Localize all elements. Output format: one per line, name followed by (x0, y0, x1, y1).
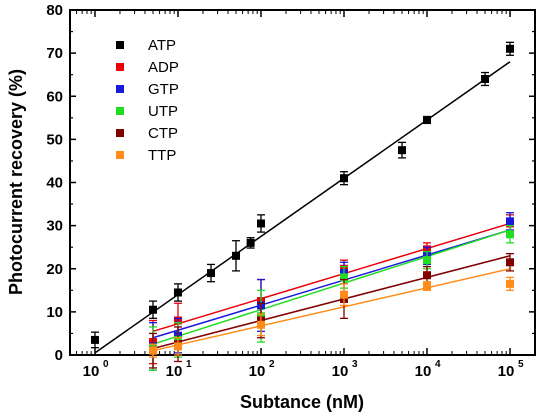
x-tick-exponent: 1 (186, 359, 192, 370)
y-axis-title: Photocurrent recovery (%) (6, 69, 26, 295)
data-point-atp (173, 288, 182, 297)
fit-line-adp (152, 222, 511, 332)
x-tick-exponent: 0 (103, 359, 109, 370)
x-tick-label: 10 (166, 363, 183, 380)
data-point-atp (423, 115, 432, 124)
x-tick-label: 10 (332, 363, 349, 380)
data-point-utp (423, 256, 432, 265)
data-point-ttp (173, 342, 182, 351)
x-tick-exponent: 3 (352, 359, 358, 370)
data-point-ttp (423, 282, 432, 290)
fit-line-gtp (152, 229, 511, 339)
data-point-ttp (340, 290, 349, 299)
data-point-atp (207, 269, 216, 278)
y-tick-label: 80 (46, 2, 63, 19)
data-point-gtp (506, 217, 515, 226)
fit-line-utp (152, 229, 511, 345)
x-axis-title: Subtance (nM) (240, 392, 364, 412)
data-point-atp (232, 251, 241, 260)
data-point-ttp (149, 346, 158, 355)
data-point-atp (246, 238, 255, 247)
fit-line-atp (94, 61, 511, 354)
x-tick-label: 10 (83, 363, 100, 380)
y-tick-label: 20 (46, 261, 63, 278)
y-tick-label: 70 (46, 45, 63, 62)
legend-marker-gtp (116, 85, 124, 93)
x-tick-label: 10 (498, 363, 515, 380)
legend-label-ttp: TTP (148, 147, 176, 164)
legend-marker-ttp (116, 151, 124, 159)
y-tick-label: 60 (46, 88, 63, 105)
data-point-atp (256, 219, 265, 228)
data-point-ttp (506, 279, 515, 288)
legend-marker-utp (116, 107, 124, 115)
legend-label-utp: UTP (148, 103, 178, 120)
data-point-utp (506, 230, 515, 239)
data-point-atp (481, 75, 490, 83)
data-point-atp (149, 305, 158, 314)
data-point-ctp (506, 258, 515, 267)
legend-label-adp: ADP (148, 59, 179, 76)
data-point-atp (506, 44, 515, 53)
y-tick-label: 0 (55, 347, 63, 364)
legend-marker-atp (116, 41, 124, 49)
plot-frame (69, 9, 536, 356)
legend-label-atp: ATP (148, 37, 176, 54)
legend-marker-ctp (116, 129, 124, 137)
x-tick-exponent: 4 (435, 359, 441, 370)
fit-line-ctp (152, 255, 511, 350)
data-point-atp (398, 146, 407, 155)
data-point-atp (90, 335, 99, 344)
data-point-ctp (423, 271, 432, 280)
x-tick-exponent: 5 (518, 359, 524, 370)
data-point-atp (340, 174, 349, 183)
y-tick-label: 30 (46, 218, 63, 235)
data-point-utp (340, 273, 349, 282)
y-tick-label: 40 (46, 175, 63, 192)
x-tick-label: 10 (249, 363, 266, 380)
y-tick-label: 10 (46, 304, 63, 321)
legend-label-gtp: GTP (148, 81, 179, 98)
x-tick-label: 10 (415, 363, 432, 380)
data-point-ttp (256, 320, 265, 329)
legend-label-ctp: CTP (148, 125, 178, 142)
fit-line-ttp (152, 268, 511, 352)
x-tick-exponent: 2 (269, 359, 275, 370)
legend-marker-adp (116, 63, 124, 71)
y-tick-label: 50 (46, 131, 63, 148)
